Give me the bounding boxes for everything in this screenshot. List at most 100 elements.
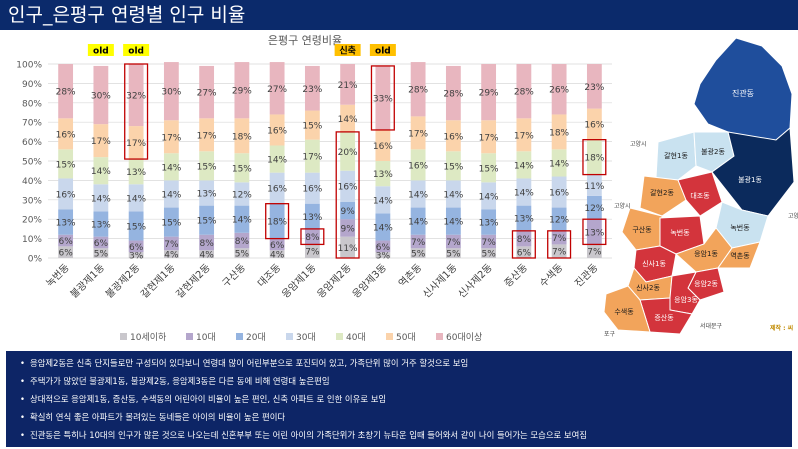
- data-label: 8%: [235, 237, 250, 247]
- bar-segment: [375, 213, 391, 241]
- map-region-galhyeon2: [639, 175, 687, 217]
- map-label-nokbeon: 녹번동: [730, 223, 750, 232]
- data-label: 3%: [376, 252, 391, 262]
- bar-segment: [234, 205, 250, 233]
- tag-badge: [369, 44, 396, 56]
- data-label: 16%: [338, 183, 358, 193]
- bar-segment: [269, 62, 285, 115]
- bar-segment: [481, 209, 497, 235]
- bar-segment: [163, 236, 179, 251]
- data-label: 5%: [94, 250, 109, 260]
- map-label-gusan: 구산동: [632, 225, 652, 234]
- data-label: 13%: [126, 168, 146, 178]
- data-label: 5%: [235, 250, 250, 260]
- bar-segment: [58, 209, 74, 235]
- bar-segment: [445, 65, 461, 121]
- bar-segment: [199, 151, 215, 181]
- tag-badge: [87, 44, 114, 56]
- data-label: 13%: [302, 213, 322, 223]
- data-label: 18%: [549, 128, 569, 138]
- highlight-box: [265, 203, 290, 240]
- data-label: 16%: [56, 130, 76, 140]
- data-label: 15%: [161, 219, 181, 229]
- tag-label: 신축: [339, 45, 356, 57]
- data-label: 16%: [267, 185, 287, 195]
- data-label: 7%: [552, 234, 567, 244]
- data-label: 32%: [126, 92, 146, 102]
- bar-segment: [163, 120, 179, 154]
- data-label: 17%: [514, 131, 534, 141]
- data-label: 8%: [517, 235, 532, 245]
- tag-badge: [123, 44, 150, 56]
- data-label: 5%: [411, 250, 426, 260]
- tag-label: old: [128, 47, 144, 57]
- bar-segment: [445, 234, 461, 249]
- bar-segment: [304, 110, 320, 140]
- bar-segment: [58, 246, 74, 258]
- bar-segment: [199, 180, 215, 206]
- bar-segment: [445, 207, 461, 235]
- stacked-bar-chart: 은평구 연령비율 0% 10% 20% 30% 40% 50% 60% 70% 80% 90% 100…: [16, 34, 612, 343]
- data-label: 15%: [56, 160, 76, 170]
- map-label-jeungsan: 증산동: [654, 313, 674, 322]
- map-label-goyang-3: 고양시: [788, 212, 798, 220]
- bar-segment: [410, 149, 426, 181]
- x-tick-label: 응암제2동: [315, 262, 354, 301]
- y-tick-label: 100%: [16, 61, 42, 71]
- data-label: 23%: [584, 83, 604, 93]
- data-label: 13%: [373, 170, 393, 180]
- tag-label: old: [93, 47, 109, 57]
- data-label: 15%: [443, 162, 463, 172]
- map-label-yeokchon: 역촌동: [730, 251, 750, 260]
- bar-segment: [340, 219, 356, 237]
- bar-segment: [586, 108, 602, 140]
- data-label: 26%: [549, 86, 569, 96]
- x-tick-label: 불광제2동: [103, 262, 142, 301]
- data-label: 16%: [549, 189, 569, 199]
- data-label: 5%: [446, 250, 461, 260]
- bar-segment: [58, 118, 74, 150]
- bar-segment: [93, 248, 109, 258]
- data-label: 28%: [514, 88, 534, 98]
- x-tick-label: 진관동: [572, 262, 600, 290]
- bar-segment: [93, 65, 109, 125]
- bar-segment: [93, 157, 109, 185]
- bar-segment: [586, 139, 602, 175]
- legend-label: 20대: [246, 332, 266, 343]
- data-label: 17%: [161, 133, 181, 143]
- data-label: 6%: [129, 243, 144, 253]
- bar-segment: [410, 234, 426, 249]
- x-tick-label: 갈현제1동: [138, 261, 178, 301]
- bar-segment: [93, 184, 109, 212]
- data-label: 7%: [305, 248, 320, 258]
- data-label: 16%: [408, 161, 428, 171]
- bar-segment: [481, 234, 497, 249]
- map-label-sinsa2: 신사2동: [636, 283, 660, 292]
- y-tick-label: 20%: [22, 216, 42, 226]
- map-label-eungam3: 응암3동: [674, 296, 698, 304]
- data-label: 17%: [479, 133, 499, 143]
- x-tick-label: 갈현제2동: [173, 261, 213, 301]
- y-tick-label: 40%: [22, 177, 42, 187]
- note-item: 상대적으로 응암제1동, 증산동, 수색동의 어린아이 비율이 높은 편인, 신…: [20, 390, 784, 408]
- map-region-susaek: [603, 285, 651, 333]
- notes-box: 응암제2동은 신축 단지들로만 구성되어 있다보니 연령대 많이 어린부분으로 …: [6, 351, 792, 447]
- data-label: 28%: [56, 88, 76, 98]
- data-label: 28%: [408, 86, 428, 96]
- map-label-galhyeon1: 갈현1동: [664, 152, 688, 160]
- bar-segment: [516, 246, 532, 258]
- bar-segment: [269, 250, 285, 258]
- data-label: 14%: [232, 216, 252, 226]
- bar-segment: [163, 62, 179, 121]
- data-label: 16%: [584, 121, 604, 131]
- bar-segment: [234, 153, 250, 183]
- data-label: 7%: [446, 238, 461, 248]
- bar-segment: [340, 201, 356, 220]
- y-tick-label: 80%: [22, 99, 42, 109]
- bar-segment: [410, 62, 426, 117]
- x-tick-label: 구산동: [220, 262, 248, 290]
- bar-segment: [375, 161, 391, 187]
- x-tick-label: 응암제3동: [350, 262, 389, 301]
- data-label: 17%: [126, 139, 146, 149]
- legend-label: 50대: [396, 332, 416, 343]
